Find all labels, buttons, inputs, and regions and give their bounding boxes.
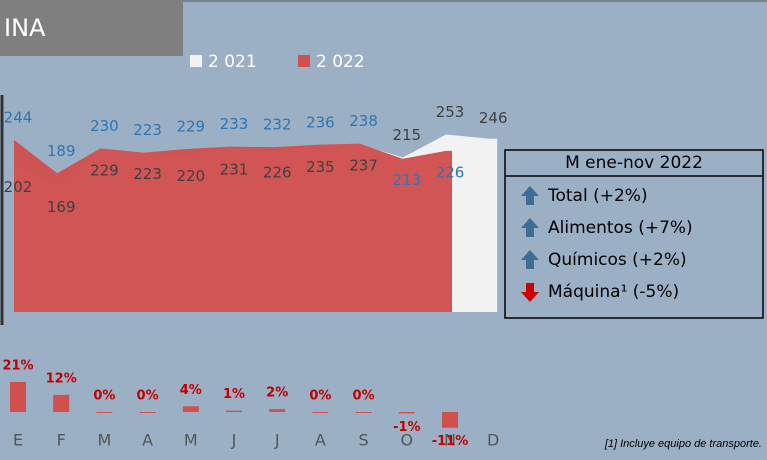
x-tick-label: M <box>184 431 198 450</box>
legend-label: 2 021 <box>208 52 257 72</box>
data-label: 237 <box>349 157 378 175</box>
change-label: 0% <box>93 389 115 404</box>
summary-item: Máquina¹ (-5%) <box>548 282 679 302</box>
x-tick-label: F <box>57 431 66 450</box>
change-label: -1% <box>393 420 420 435</box>
title-box <box>0 0 183 56</box>
legend-swatch <box>298 55 310 67</box>
data-label: 215 <box>392 126 421 144</box>
data-label: 253 <box>436 103 465 121</box>
data-label: 230 <box>90 117 119 135</box>
change-label: 0% <box>309 389 331 404</box>
x-tick-label: S <box>359 431 369 450</box>
x-tick-label: D <box>487 431 499 450</box>
data-label: 223 <box>133 121 162 139</box>
data-label: 213 <box>392 171 421 189</box>
x-tick-label: M <box>97 431 111 450</box>
change-bar <box>355 412 372 413</box>
arrow-down <box>521 283 539 302</box>
change-bar <box>312 412 329 413</box>
data-label: 231 <box>220 160 249 178</box>
change-label: -11% <box>432 434 469 449</box>
legend-label: 2 022 <box>316 52 365 72</box>
change-bar <box>182 406 199 412</box>
summary-box <box>504 149 764 319</box>
x-tick-label: O <box>401 431 414 450</box>
footnote: [1] Incluye equipo de transporte. <box>604 438 762 450</box>
change-bar <box>96 412 113 413</box>
change-label: 0% <box>137 389 159 404</box>
data-label: 223 <box>133 165 162 183</box>
data-label: 238 <box>349 112 378 130</box>
change-label: 1% <box>223 387 245 402</box>
x-tick-label: E <box>13 431 23 450</box>
change-label: 2% <box>266 386 288 401</box>
change-bar <box>398 412 415 414</box>
summary-title: M ene-nov 2022 <box>565 153 703 173</box>
data-label: 233 <box>220 115 249 133</box>
data-label: 244 <box>4 108 33 126</box>
x-tick-label: N <box>444 431 456 450</box>
data-label: 226 <box>263 163 292 181</box>
summary-item: Químicos (+2%) <box>548 250 687 270</box>
data-label: 229 <box>90 162 119 180</box>
change-bar <box>226 410 242 412</box>
data-label: 189 <box>47 142 76 160</box>
data-label: 229 <box>176 118 205 136</box>
change-bar <box>442 412 458 428</box>
data-label: 232 <box>263 116 292 134</box>
change-label: 4% <box>180 383 202 398</box>
change-bar <box>10 381 26 412</box>
arrow-up <box>521 218 539 237</box>
legend-swatch <box>190 55 202 67</box>
arrow-up <box>521 250 539 269</box>
change-bar <box>139 412 156 413</box>
area-1 <box>14 139 452 312</box>
change-bar <box>269 409 286 412</box>
chart-title: INA <box>4 14 46 42</box>
change-label: 21% <box>2 358 33 373</box>
change-label: 12% <box>46 371 77 386</box>
summary-item: Alimentos (+7%) <box>548 218 693 238</box>
data-label: 235 <box>306 158 335 176</box>
data-label: 246 <box>479 109 508 127</box>
x-tick-label: A <box>315 431 326 450</box>
arrow-up <box>521 186 539 205</box>
data-label: 169 <box>47 198 76 216</box>
x-tick-label: A <box>142 431 153 450</box>
data-label: 226 <box>436 163 465 181</box>
data-label: 220 <box>176 167 205 185</box>
change-label: 0% <box>353 389 375 404</box>
data-label: 236 <box>306 113 335 131</box>
summary-item: Total (+2%) <box>547 186 648 206</box>
data-label: 202 <box>4 178 33 196</box>
change-bar <box>53 394 70 412</box>
x-tick-label: J <box>231 431 237 450</box>
x-tick-label: J <box>274 431 280 450</box>
